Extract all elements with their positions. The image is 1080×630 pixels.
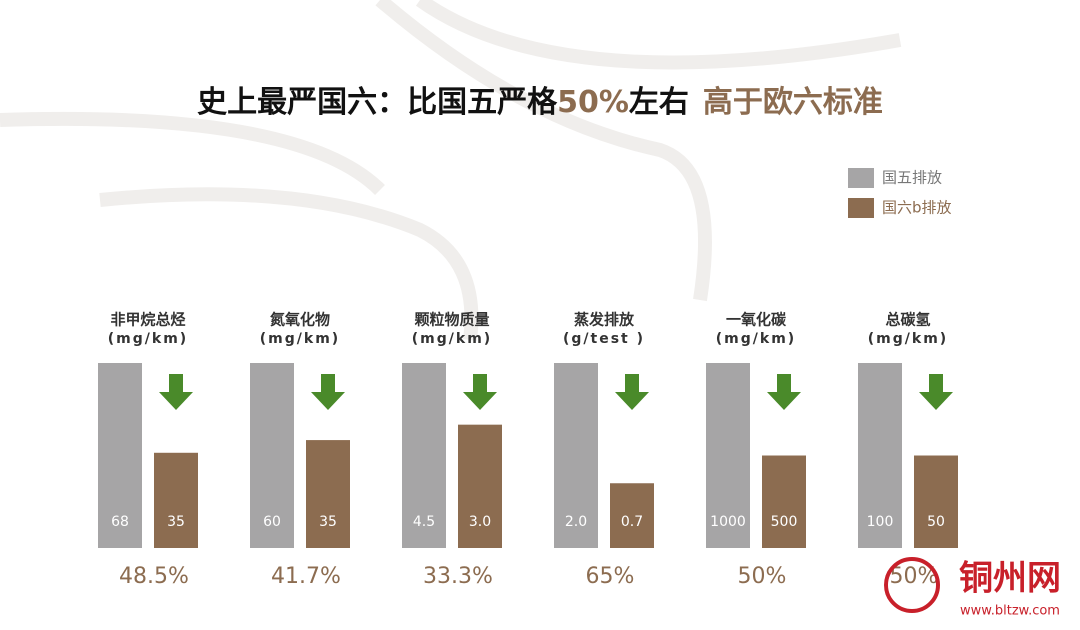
bar (458, 424, 502, 548)
group-unit: (mg/km) (868, 331, 948, 347)
value-label: 3.0 (469, 514, 491, 530)
bar (402, 363, 446, 548)
legend-label: 国六b排放 (882, 199, 952, 217)
value-label: 500 (771, 514, 798, 530)
title-part: 高于欧六标准 (703, 85, 883, 120)
arrow-icon (615, 374, 649, 410)
bar (554, 363, 598, 548)
value-label: 60 (263, 514, 281, 530)
bar (914, 455, 958, 548)
group-unit: (mg/km) (716, 331, 796, 347)
legend-label: 国五排放 (882, 169, 942, 187)
background-curves (0, 0, 902, 341)
bar (250, 363, 294, 548)
group-label: 颗粒物质量 (414, 311, 489, 329)
group-label: 蒸发排放 (574, 311, 635, 329)
title-part: 左右 (629, 85, 689, 120)
group-label: 总碳氢 (885, 311, 930, 329)
bar (610, 483, 654, 548)
group-unit: (mg/km) (108, 331, 188, 347)
reduction-label: 50% (738, 564, 787, 589)
bar (306, 440, 350, 548)
value-label: 68 (111, 514, 129, 530)
watermark-name: 铜州网 (959, 559, 1061, 599)
value-label: 1000 (710, 514, 746, 530)
value-label: 35 (319, 514, 337, 530)
bar (154, 452, 198, 548)
group-unit: (mg/km) (260, 331, 340, 347)
arrow-icon (159, 374, 193, 410)
value-label: 50 (927, 514, 945, 530)
bar (858, 363, 902, 548)
watermark-logo (884, 557, 940, 613)
reduction-label: 33.3% (423, 564, 493, 589)
group-label: 氮氧化物 (270, 311, 330, 329)
arrow-icon (463, 374, 497, 410)
value-label: 100 (867, 514, 894, 530)
value-label: 35 (167, 514, 185, 530)
value-label: 2.0 (565, 514, 587, 530)
value-label: 4.5 (413, 514, 435, 530)
title-part: 50% (557, 85, 629, 120)
reduction-label: 48.5% (119, 564, 189, 589)
group-unit: (mg/km) (412, 331, 492, 347)
bar (706, 363, 750, 548)
group-unit: (g/test ) (563, 331, 645, 347)
arrow-icon (767, 374, 801, 410)
bar (762, 455, 806, 548)
group-label: 非甲烷总烃 (110, 311, 185, 329)
title-part: 史上最严国六：比国五严格 (197, 85, 558, 120)
arrow-icon (919, 374, 953, 410)
reduction-label: 65% (586, 564, 635, 589)
bar (98, 363, 142, 548)
legend-swatch (848, 198, 874, 218)
reduction-label: 41.7% (271, 564, 341, 589)
chart-title: 史上最严国六：比国五严格50%左右 高于欧六标准 (197, 85, 883, 120)
watermark-url: www.bltzw.com (960, 604, 1060, 619)
group-label: 一氧化碳 (726, 311, 787, 329)
value-label: 0.7 (621, 514, 643, 530)
arrow-icon (311, 374, 345, 410)
legend-swatch (848, 168, 874, 188)
